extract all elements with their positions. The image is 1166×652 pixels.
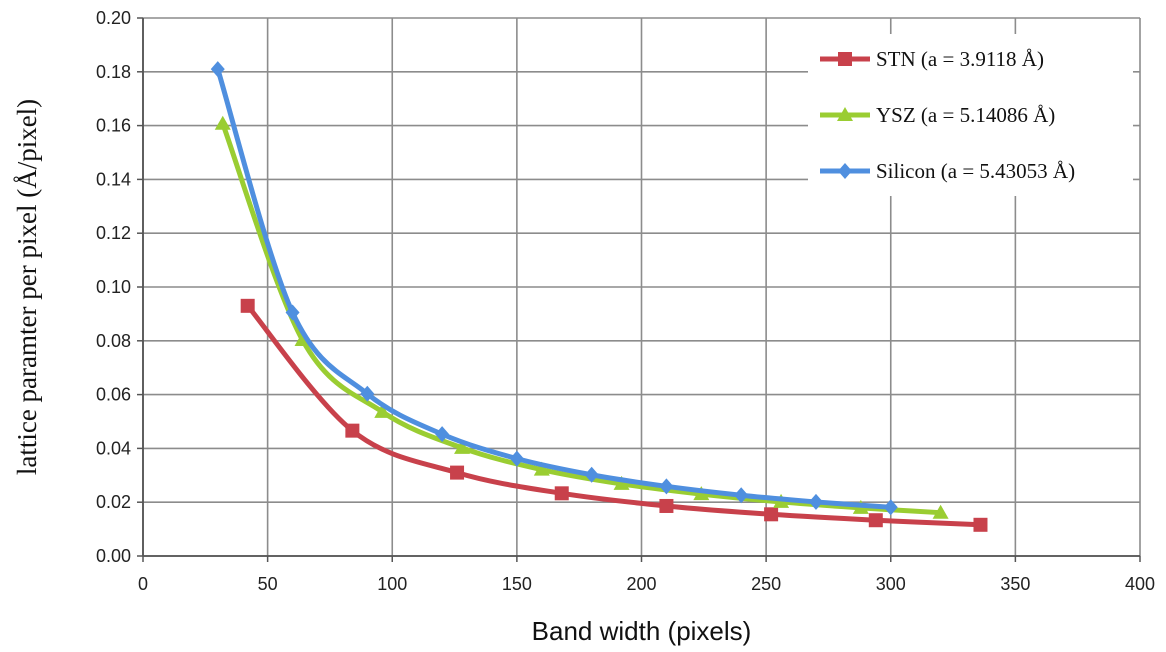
data-point bbox=[214, 115, 231, 130]
y-tick-label: 0.12 bbox=[96, 223, 131, 243]
y-tick-labels: 0.00 0.02 0.04 0.06 0.08 0.10 0.12 0.14 0.16 0.18… bbox=[96, 8, 131, 566]
y-tick-label: 0.02 bbox=[96, 492, 131, 512]
data-point bbox=[883, 499, 898, 516]
data-point bbox=[868, 513, 883, 528]
y-tick-label: 0.08 bbox=[96, 331, 131, 351]
legend-swatch-marker bbox=[838, 52, 852, 66]
data-point bbox=[210, 61, 225, 78]
y-tick-label: 0.06 bbox=[96, 385, 131, 405]
x-tick-label: 250 bbox=[751, 574, 781, 594]
data-point bbox=[584, 466, 599, 483]
series-group bbox=[210, 61, 988, 532]
x-tick-label: 400 bbox=[1125, 574, 1155, 594]
y-tick-label: 0.10 bbox=[96, 277, 131, 297]
data-point bbox=[932, 504, 949, 519]
series-line bbox=[245, 303, 983, 528]
data-point bbox=[345, 423, 360, 438]
data-point bbox=[659, 478, 674, 495]
legend-entry-label: YSZ (a = 5.14086 Å) bbox=[876, 103, 1055, 127]
legend-swatch-marker bbox=[838, 163, 852, 179]
x-tick-label: 300 bbox=[876, 574, 906, 594]
data-point bbox=[613, 475, 630, 490]
data-point bbox=[973, 517, 988, 532]
data-point bbox=[374, 403, 391, 418]
x-tick-label: 350 bbox=[1000, 574, 1030, 594]
data-point bbox=[454, 439, 471, 454]
series-line bbox=[215, 66, 894, 510]
legend-entry-label: STN (a = 3.9118 Å) bbox=[876, 47, 1044, 71]
data-point bbox=[808, 493, 823, 510]
x-axis-title: Band width (pixels) bbox=[532, 616, 752, 646]
data-point bbox=[435, 426, 450, 443]
x-tick-label: 200 bbox=[626, 574, 656, 594]
data-point bbox=[450, 465, 465, 480]
data-point bbox=[240, 298, 255, 313]
data-point bbox=[360, 385, 375, 402]
data-point bbox=[734, 487, 749, 504]
y-tick-label: 0.04 bbox=[96, 438, 131, 458]
x-tick-label: 150 bbox=[502, 574, 532, 594]
data-point bbox=[285, 304, 300, 321]
legend-swatch-marker bbox=[837, 107, 853, 121]
x-tick-label: 100 bbox=[377, 574, 407, 594]
x-tick-labels: 0 50 100 150 200 250 300 350 400 bbox=[138, 574, 1155, 594]
data-point bbox=[509, 450, 524, 467]
legend-entry-label: Silicon (a = 5.43053 Å) bbox=[876, 159, 1075, 183]
y-tick-label: 0.16 bbox=[96, 116, 131, 136]
grid-lines bbox=[142, 17, 1141, 557]
legend: STN (a = 3.9118 Å) YSZ (a = 5.14086 Å) Sil… bbox=[808, 34, 1133, 196]
y-axis-title: lattice paramter per pixel (Å/pixel) bbox=[12, 99, 42, 475]
y-tick-label: 0.14 bbox=[96, 169, 131, 189]
data-point bbox=[764, 507, 779, 522]
axes bbox=[137, 17, 1141, 562]
series-0 bbox=[240, 298, 988, 532]
y-tick-label: 0.18 bbox=[96, 62, 131, 82]
y-tick-label: 0.00 bbox=[96, 546, 131, 566]
series-1 bbox=[214, 115, 949, 519]
data-point bbox=[533, 461, 550, 476]
series-2 bbox=[210, 61, 898, 516]
x-tick-label: 50 bbox=[258, 574, 278, 594]
y-tick-label: 0.20 bbox=[96, 8, 131, 28]
data-point bbox=[554, 486, 569, 501]
x-tick-label: 0 bbox=[138, 574, 148, 594]
data-point bbox=[659, 498, 674, 513]
